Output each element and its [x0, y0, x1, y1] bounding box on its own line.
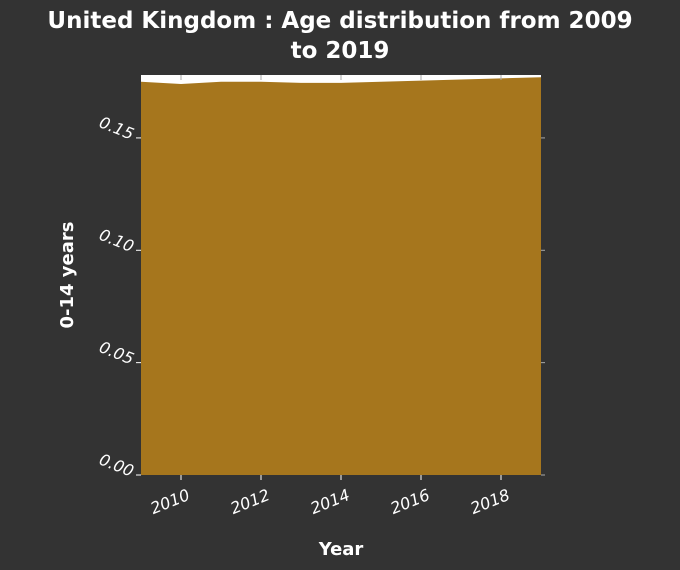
- x-tick-label: 2016: [388, 485, 433, 518]
- y-tick-label: 0.00: [96, 450, 136, 481]
- area-series: [141, 77, 541, 475]
- x-axis-label: Year: [318, 539, 364, 560]
- y-axis-label: 0-14 years: [57, 222, 78, 329]
- x-tick-label: 2018: [468, 485, 513, 518]
- chart-title-line-2: to 2019: [291, 38, 390, 64]
- y-tick-label: 0.05: [96, 337, 136, 368]
- x-tick-label: 2014: [308, 485, 353, 518]
- y-tick-label: 0.10: [96, 225, 136, 256]
- x-tick-label: 2012: [228, 485, 273, 518]
- y-tick-label: 0.15: [96, 113, 136, 144]
- x-tick-label: 2010: [148, 485, 193, 518]
- chart-title-line-1: United Kingdom : Age distribution from 2…: [47, 8, 632, 34]
